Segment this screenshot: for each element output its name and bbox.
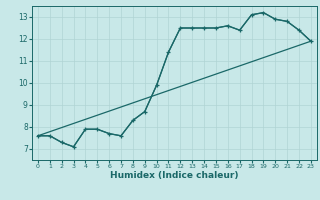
X-axis label: Humidex (Indice chaleur): Humidex (Indice chaleur) [110,171,239,180]
